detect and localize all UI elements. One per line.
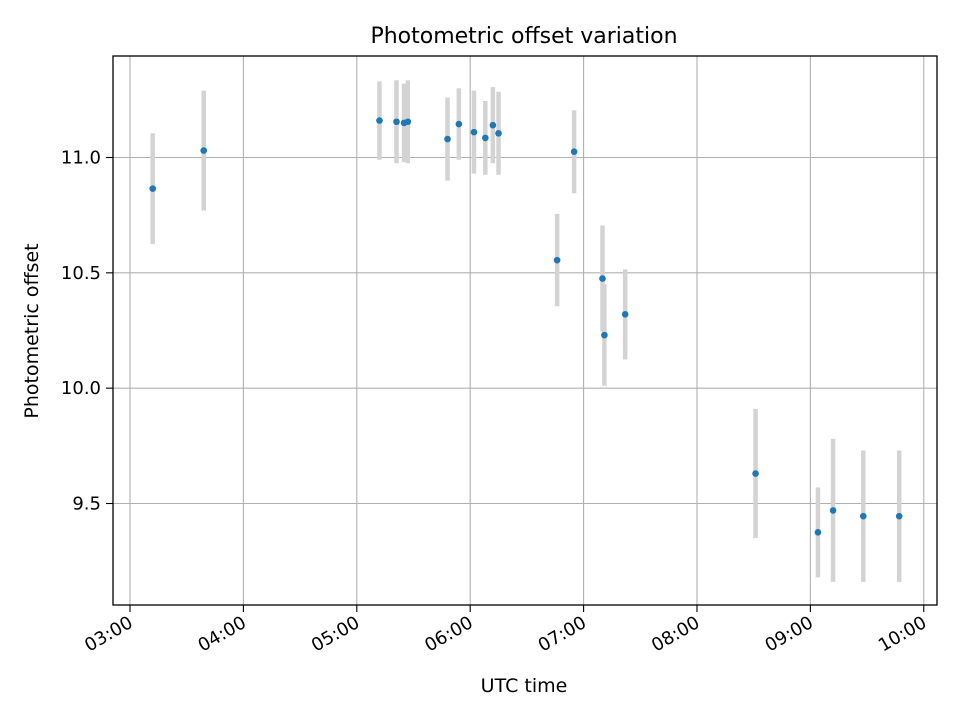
y-axis-ticks: 9.5 10.0 10.5 11.0 — [61, 147, 113, 515]
y-axis-label: Photometric offset — [21, 243, 43, 418]
y-tick-label: 10.5 — [61, 263, 101, 284]
data-point — [621, 311, 629, 318]
data-point — [376, 117, 383, 124]
data-point — [553, 256, 561, 264]
data-point — [404, 118, 412, 126]
y-tick-label: 11.0 — [61, 147, 101, 168]
plot-area-frame — [112, 55, 938, 606]
data-point — [495, 129, 502, 137]
data-point — [200, 147, 208, 154]
data-point — [470, 128, 478, 136]
data-point — [444, 135, 451, 143]
data-point — [599, 275, 606, 282]
y-tick-label: 9.5 — [72, 494, 101, 515]
data-point — [601, 331, 608, 339]
data-point — [393, 118, 400, 126]
data-point — [570, 148, 578, 156]
data-point — [489, 121, 497, 129]
x-axis-label: UTC time — [481, 675, 568, 697]
data-point — [814, 529, 822, 536]
data-point — [829, 507, 837, 514]
data-point — [895, 512, 903, 520]
chart-title: Photometric offset variation — [370, 24, 677, 49]
data-point — [752, 470, 759, 477]
data-point — [482, 134, 489, 142]
data-point — [859, 512, 867, 520]
data-points — [149, 117, 903, 536]
grid — [113, 56, 937, 605]
y-tick-label: 10.0 — [61, 378, 101, 399]
data-point — [149, 185, 156, 192]
data-point — [455, 120, 463, 128]
